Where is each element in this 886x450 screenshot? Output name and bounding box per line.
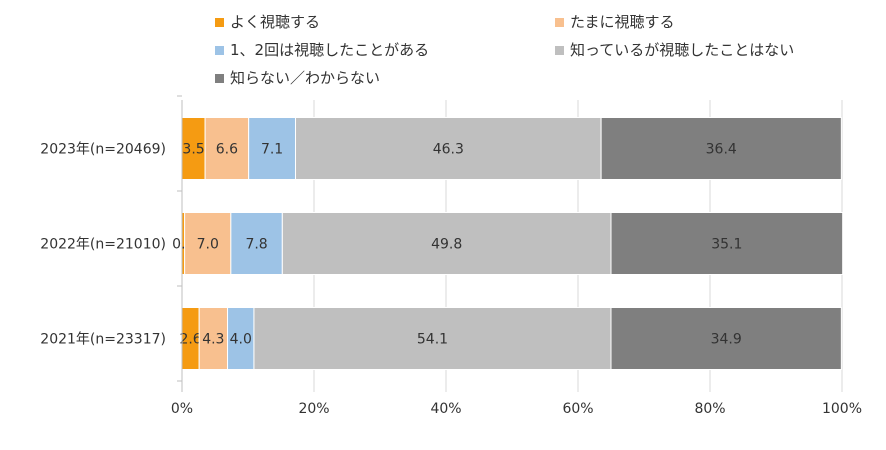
legend-item-often: よく視聴する — [215, 12, 320, 32]
bar-segment — [198, 307, 229, 370]
legend-label-sometimes: たまに視聴する — [570, 13, 675, 31]
data-label: 49.8 — [431, 237, 462, 253]
bar-segment — [230, 212, 283, 275]
data-label: 46.3 — [433, 142, 464, 158]
x-tick-label: 0% — [171, 401, 193, 417]
x-tick-label: 100% — [822, 401, 862, 417]
bar-segment — [610, 307, 842, 370]
data-label: 54.1 — [417, 332, 448, 348]
bar-segment — [610, 212, 844, 275]
data-label: 4.3 — [202, 332, 224, 348]
x-tick-label: 60% — [562, 401, 593, 417]
category-label: 2023年(n=20469) — [40, 142, 166, 158]
legend-swatch-often — [215, 17, 224, 27]
data-label: 4.0 — [230, 332, 252, 348]
bar-segment — [281, 212, 612, 275]
x-tick-label: 40% — [430, 401, 461, 417]
x-tick-label: 80% — [694, 401, 725, 417]
data-label: 35.1 — [711, 237, 742, 253]
data-label: 6.6 — [216, 142, 238, 158]
legend-swatch-known-not-watched — [555, 45, 564, 55]
category-label: 2022年(n=21010) — [40, 237, 166, 253]
data-label: 3.5 — [182, 142, 204, 158]
legend-item-once-or-twice: 1、2回は視聴したことがある — [215, 40, 429, 60]
data-label: 7.0 — [197, 237, 219, 253]
legend-swatch-once-or-twice — [215, 45, 224, 55]
bar-segment — [227, 307, 255, 370]
data-label: 34.9 — [711, 332, 742, 348]
x-tick-label: 20% — [298, 401, 329, 417]
legend-label-known-not-watched: 知っているが視聴したことはない — [570, 41, 795, 59]
bar-segment — [295, 117, 602, 180]
category-label: 2021年(n=23317) — [40, 332, 166, 348]
bar-segment — [184, 212, 232, 275]
legend-item-unknown: 知らない／わからない — [215, 68, 380, 88]
data-label: 7.1 — [261, 142, 283, 158]
data-label: 36.4 — [706, 142, 737, 158]
legend-label-once-or-twice: 1、2回は視聴したことがある — [230, 41, 430, 59]
legend-item-sometimes: たまに視聴する — [555, 12, 675, 32]
legend-label-unknown: 知らない／わからない — [230, 69, 381, 87]
legend-swatch-sometimes — [555, 17, 564, 27]
data-label: 7.8 — [245, 237, 267, 253]
bar-segment — [248, 117, 297, 180]
bar-segment — [600, 117, 842, 180]
data-label: 2.6 — [179, 332, 201, 348]
legend-swatch-unknown — [215, 73, 224, 83]
legend-label-often: よく視聴する — [230, 13, 321, 31]
legend-item-known-not-watched: 知っているが視聴したことはない — [555, 40, 794, 60]
bar-segment — [253, 307, 612, 370]
